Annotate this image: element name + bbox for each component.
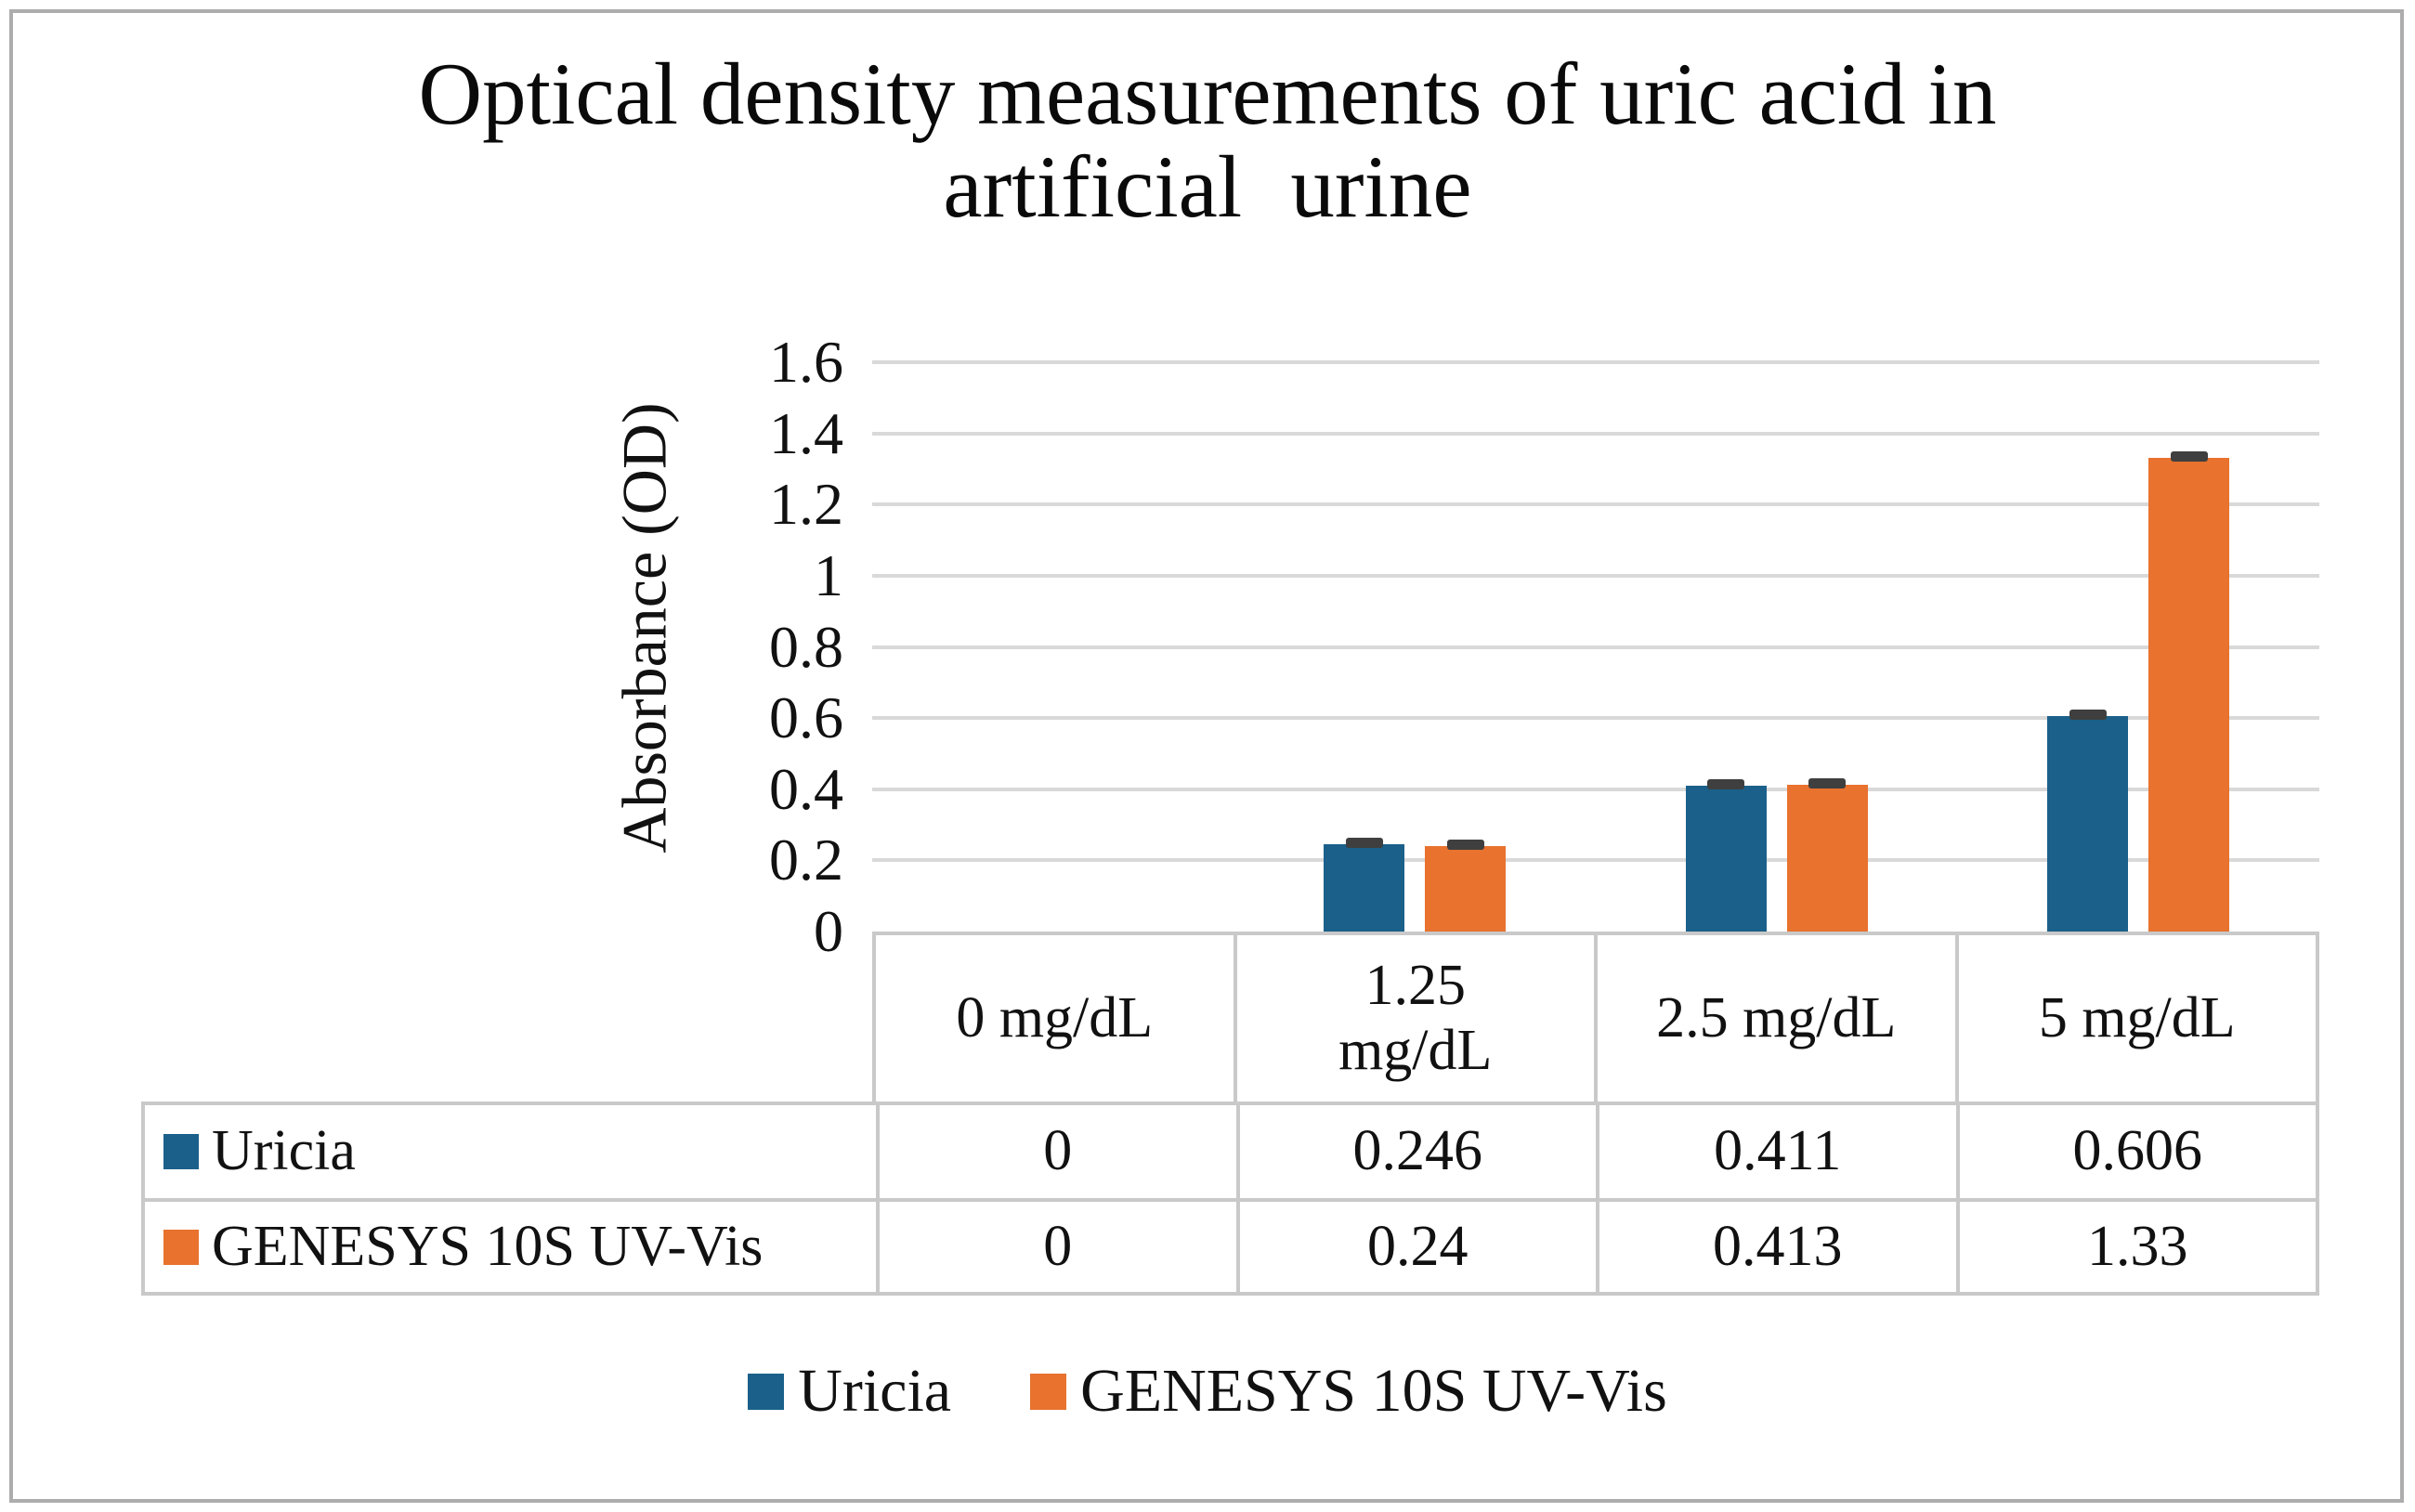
legend-item: GENESYS 10S UV-Vis [1030, 1356, 1667, 1427]
gridline [872, 431, 2319, 436]
error-bar-cap [1707, 778, 1745, 789]
category-header-cell: 2.5 mg/dL [1594, 935, 1955, 1101]
error-bar-cap [1345, 837, 1383, 848]
y-axis-tick-label: 1.6 [769, 329, 843, 395]
bar-uricia [2047, 715, 2129, 932]
chart-title-line1: Optical density measurements of uric aci… [418, 45, 1997, 143]
category-header-cell: 0 mg/dL [956, 985, 1154, 1049]
series-label-cell: Uricia [145, 1105, 876, 1198]
legend-label: GENESYS 10S UV-Vis [1080, 1357, 1667, 1425]
plot-area [872, 360, 2319, 932]
y-axis-tick-label: 0.2 [769, 827, 843, 893]
legend-key-icon [748, 1373, 785, 1410]
series-value-cell: 0 [876, 1202, 1236, 1292]
error-bar-cap [1808, 777, 1847, 789]
series-value-cell: 0 [876, 1105, 1236, 1198]
gridline [872, 716, 2319, 721]
y-axis-tick-label: 1 [814, 541, 843, 608]
bar-uricia [1685, 785, 1767, 932]
series-value-cell: 0.411 [1596, 1105, 1956, 1198]
y-axis-tick-label: 0.4 [769, 755, 843, 822]
series-value-cell: 0.413 [1596, 1202, 1956, 1292]
chart-title-line2: artificial urine [943, 137, 1472, 236]
bar-genesys [2148, 458, 2230, 932]
error-bar-cap [2170, 451, 2208, 463]
chart-legend: Uricia GENESYS 10S UV-Vis [0, 1345, 2415, 1438]
series-key-icon [163, 1134, 199, 1169]
y-axis-tick-label: 1.4 [769, 399, 843, 466]
data-table-series-row: GENESYS 10S UV-Vis 0 0.24 0.413 1.33 [141, 1198, 2319, 1296]
legend-item: Uricia [748, 1356, 951, 1427]
y-axis-tick-label: 1.2 [769, 471, 843, 538]
series-value-cell: 1.33 [1955, 1202, 2317, 1292]
gridline [872, 645, 2319, 649]
series-key-icon [163, 1229, 199, 1265]
bar-genesys [1786, 784, 1868, 932]
y-axis-tick-label: 0 [814, 898, 843, 964]
series-label-cell: GENESYS 10S UV-Vis [145, 1202, 876, 1292]
gridline [872, 502, 2319, 507]
legend-label: Uricia [798, 1357, 952, 1425]
series-value-cell: 0.606 [1955, 1105, 2317, 1198]
gridline [872, 360, 2319, 365]
category-header-cell: 5 mg/dL [1954, 935, 2317, 1101]
series-value-cell: 0.246 [1235, 1105, 1597, 1198]
gridline [872, 787, 2319, 791]
y-axis-tick-label: 0.8 [769, 613, 843, 680]
error-bar-cap [1446, 840, 1484, 851]
data-table-header-row: 0 mg/dL 1.25 mg/dL 2.5 mg/dL 5 mg/dL [872, 932, 2319, 1101]
series-value-cell: 0.24 [1235, 1202, 1597, 1292]
legend-key-icon [1030, 1373, 1067, 1410]
series-name: GENESYS 10S UV-Vis [212, 1214, 764, 1278]
error-bar-cap [2069, 709, 2107, 720]
bar-uricia [1324, 843, 1405, 932]
category-header-cell: 1.25 mg/dL [1233, 935, 1595, 1101]
gridline [872, 858, 2319, 863]
chart-title: Optical density measurements of uric aci… [0, 45, 2415, 236]
gridline [872, 573, 2319, 578]
data-table-series-row: Uricia 0 0.246 0.411 0.606 [141, 1101, 2319, 1198]
series-name: Uricia [212, 1119, 356, 1183]
y-axis-tick-label: 0.6 [769, 684, 843, 751]
bar-genesys [1425, 846, 1507, 932]
